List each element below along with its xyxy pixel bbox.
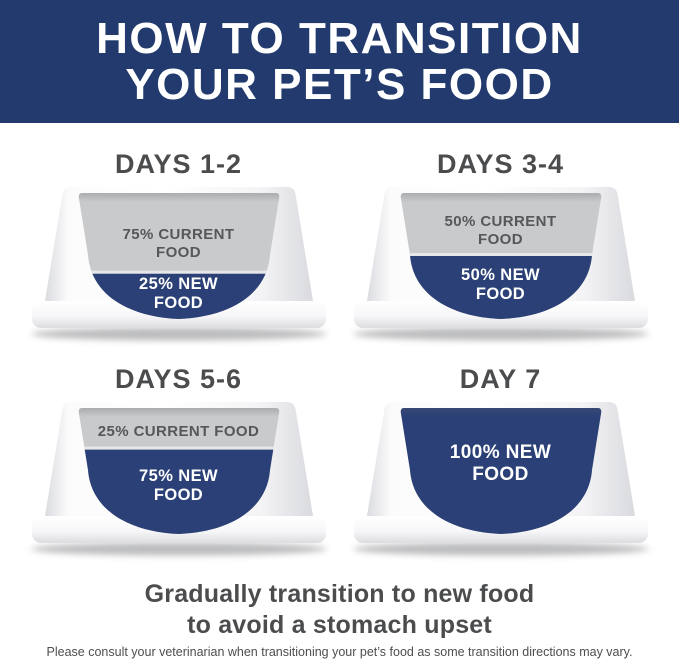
bowl-illustration: 25% CURRENT FOOD 75% NEW FOOD (24, 398, 334, 563)
footnote: Please consult your veterinarian when tr… (46, 645, 633, 659)
rim-inner-shadow (78, 193, 279, 202)
bowl-illustration: 100% NEW FOOD (346, 398, 656, 563)
header-title-line1: HOW TO TRANSITION (96, 13, 583, 63)
rim-inner-shadow (400, 408, 601, 417)
food-boundary-line (400, 253, 601, 256)
step-panel-days-3-4: DAYS 3-4 50% CURRENT FOOD 50% NEW FOOD (346, 149, 656, 348)
food-boundary-line (78, 270, 279, 274)
step-panel-day-7: DAY 7 100% NEW FOOD (346, 364, 656, 563)
step-title: DAYS 5-6 (114, 364, 243, 394)
bowl-illustration: 50% CURRENT FOOD 50% NEW FOOD (346, 183, 656, 348)
tagline-line1: Gradually transition to new food (144, 580, 535, 608)
step-panel-days-5-6: DAYS 5-6 25% CURRENT FOOD 75% NEW FOOD (24, 364, 334, 563)
tagline: Gradually transition to new food to avoi… (0, 579, 679, 641)
bowl-shadow (352, 542, 649, 556)
step-title: DAYS 1-2 (114, 149, 243, 179)
step-panel-days-1-2: DAYS 1-2 75% CURRENT FOOD 25% NEW FOOD (24, 149, 334, 348)
bowl-shadow (352, 327, 649, 341)
new-food-fill (400, 408, 601, 534)
tagline-line2: to avoid a stomach upset (187, 611, 492, 639)
bowl-illustration: 75% CURRENT FOOD 25% NEW FOOD (24, 183, 334, 348)
header-title-line2: YOUR PET’S FOOD (125, 59, 554, 109)
food-bowl-graphic (352, 402, 649, 556)
food-bowl-graphic (30, 402, 327, 556)
header-banner: HOW TO TRANSITION YOUR PET’S FOOD (0, 0, 679, 123)
step-title: DAYS 3-4 (436, 149, 565, 179)
step-title: DAY 7 (459, 364, 542, 394)
food-boundary-line (78, 446, 279, 450)
food-bowl-graphic (30, 187, 327, 341)
transition-steps-grid: DAYS 1-2 75% CURRENT FOOD 25% NEW FOOD D… (0, 123, 679, 563)
bowl-shadow (30, 542, 327, 556)
food-bowl-graphic (352, 187, 649, 341)
bowl-shadow (30, 327, 327, 341)
rim-inner-shadow (400, 193, 601, 202)
rim-inner-shadow (78, 408, 279, 417)
